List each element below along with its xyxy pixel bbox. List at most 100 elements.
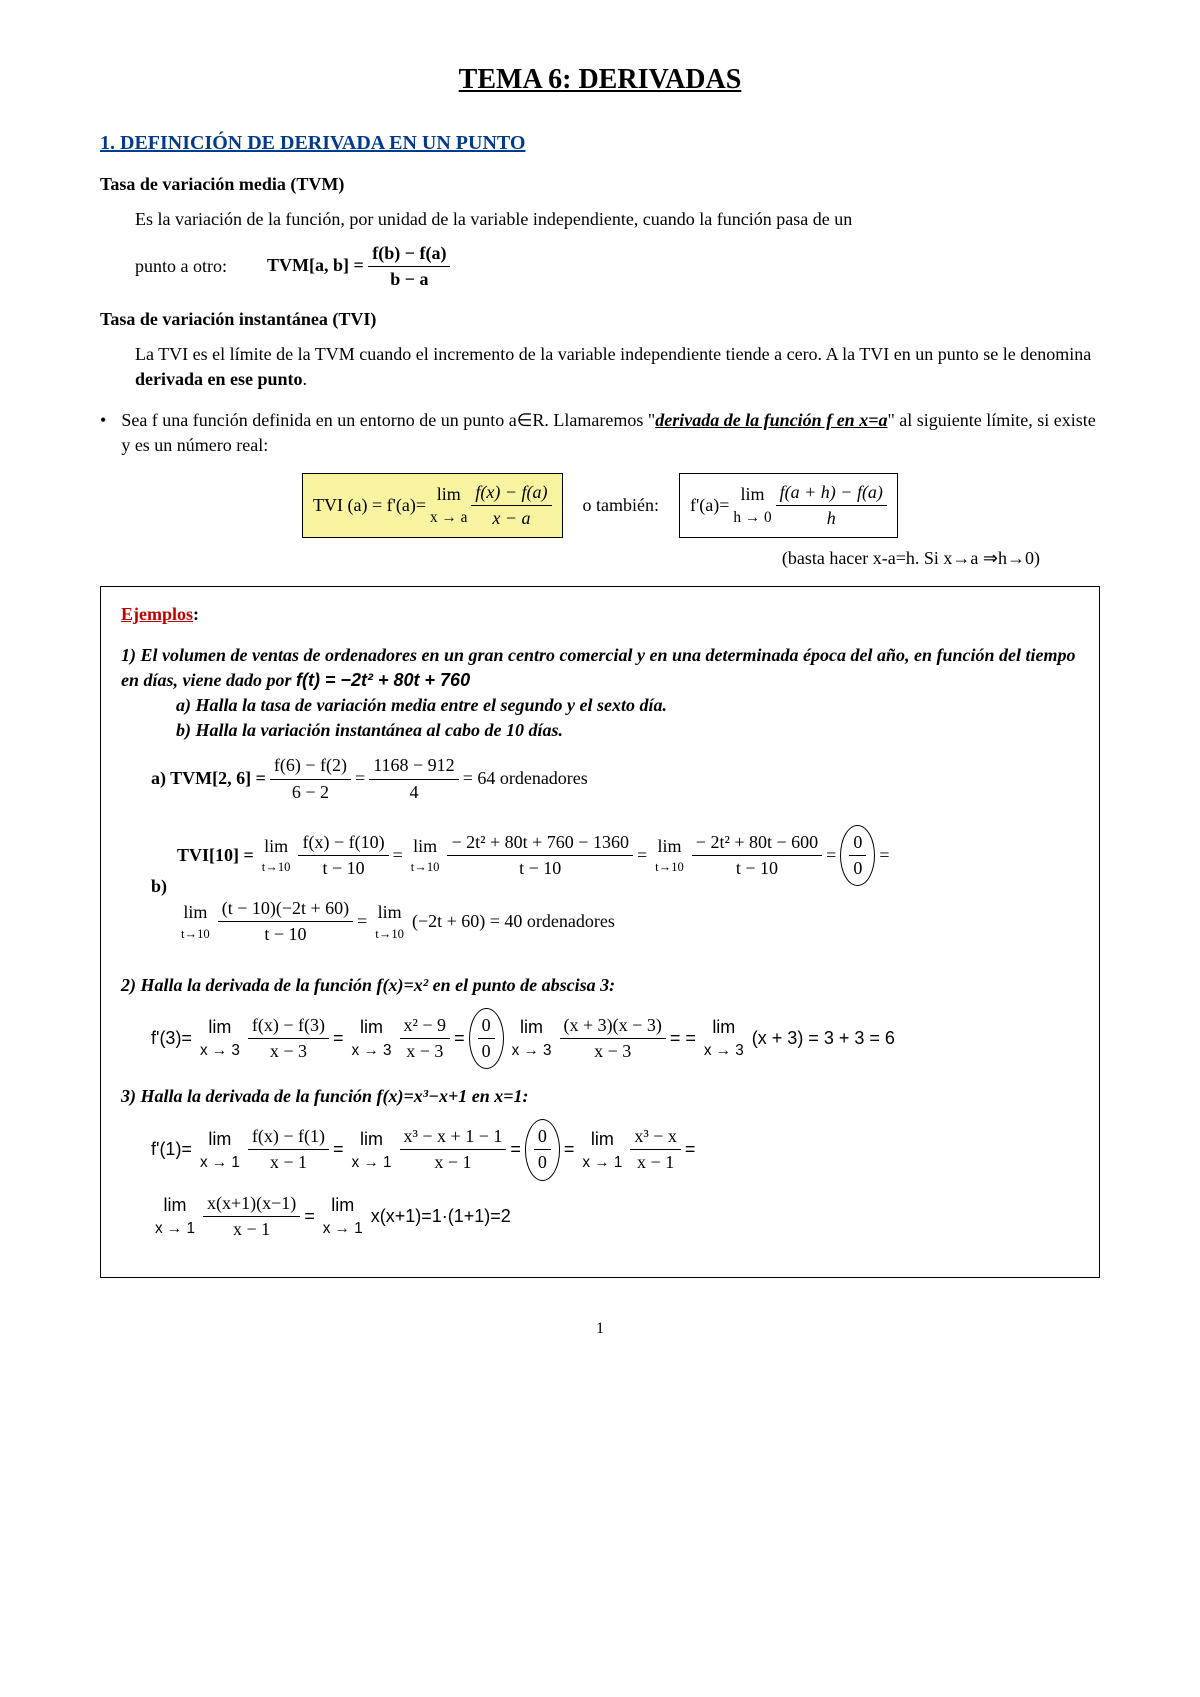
ej2-solution: f'(3)= limx → 3 f(x) − f(3)x − 3 = limx … — [151, 1008, 1079, 1069]
ej1b-lim1: lim — [262, 834, 291, 859]
ej1b2-lim2: lim — [375, 900, 404, 925]
bullet-text-1: Sea f una función definida en un entorno… — [121, 410, 655, 430]
ej1b2-result: (−2t + 60) = 40 ordenadores — [412, 909, 615, 934]
ej1b-num2: − 2t² + 80t + 760 − 1360 — [447, 830, 633, 856]
ej2-limsub4: x → 3 — [704, 1040, 744, 1061]
ej1b-indeterminate: 00 — [840, 825, 875, 886]
ej2-den3: x − 3 — [560, 1039, 666, 1064]
ej1-statement: 1) El volumen de ventas de ordenadores e… — [121, 645, 1075, 690]
ej1b-num3: − 2t² + 80t − 600 — [692, 830, 822, 856]
examples-box: Ejemplos: 1) El volumen de ventas de ord… — [100, 586, 1100, 1278]
ej1-formula: f(t) = −2t² + 80t + 760 — [296, 670, 470, 690]
formula-box-yellow: TVI (a) = f'(a)= lim x → a f(x) − f(a) x… — [302, 473, 563, 538]
ej3b-lim2: lim — [323, 1193, 363, 1218]
box2-lim: lim — [733, 482, 771, 507]
ej1b-lhs: TVI[10] = — [177, 843, 254, 868]
box2-den: h — [776, 506, 887, 531]
ej1b2-lim: lim — [181, 900, 210, 925]
ej3-num1: f(x) − f(1) — [248, 1124, 329, 1150]
example-1: 1) El volumen de ventas de ordenadores e… — [121, 643, 1079, 958]
page-title: TEMA 6: DERIVADAS — [100, 60, 1100, 99]
ej3-zz-den: 0 — [534, 1150, 551, 1175]
ej1a-num2: 1168 − 912 — [369, 753, 458, 779]
ej3b-limsub1: x → 1 — [155, 1218, 195, 1239]
ej1b2-den: t − 10 — [218, 922, 353, 947]
examples-title: Ejemplos — [121, 604, 193, 624]
ej3-solution-line1: f'(1)= limx → 1 f(x) − f(1)x − 1 = limx … — [151, 1119, 1079, 1180]
ej3-lim1: lim — [200, 1127, 240, 1152]
ej1b-den3: t − 10 — [692, 856, 822, 881]
ej3-lhs: f'(1)= — [151, 1137, 192, 1162]
ej2-den1: x − 3 — [248, 1039, 329, 1064]
ej1-part-a: a) Halla la tasa de variación media entr… — [176, 693, 1079, 718]
bullet-definition: • Sea f una función definida en un entor… — [100, 408, 1100, 458]
ej1b-solution-line2: limt→10 (t − 10)(−2t + 60)t − 10 = limt→… — [177, 896, 889, 947]
ej3-num2: x³ − x + 1 − 1 — [400, 1124, 507, 1150]
derivative-formula-row: TVI (a) = f'(a)= lim x → a f(x) − f(a) x… — [100, 473, 1100, 538]
ej1a-lhs: a) TVM[2, 6] = — [151, 766, 266, 791]
ej1b2-limsub2: t→10 — [375, 926, 404, 944]
tvi-paragraph: La TVI es el límite de la TVM cuando el … — [135, 342, 1100, 392]
example-2-title: 2) Halla la derivada de la función f(x)=… — [121, 973, 1079, 998]
ej1b-limsub2: t→10 — [411, 859, 440, 877]
ej1b2-num: (t − 10)(−2t + 60) — [218, 896, 353, 922]
ej2-num3: (x + 3)(x − 3) — [560, 1013, 666, 1039]
page-number: 1 — [100, 1318, 1100, 1340]
formula-box-plain: f'(a)= lim h → 0 f(a + h) − f(a) h — [679, 473, 898, 538]
ej2-lim2: lim — [352, 1015, 392, 1040]
tvm-heading: Tasa de variación media (TVM) — [100, 172, 1100, 197]
ej3-limsub3: x → 1 — [582, 1152, 622, 1173]
box1-lim: lim — [430, 482, 467, 507]
ej1b-den2: t − 10 — [447, 856, 633, 881]
ej1b-zz-den: 0 — [849, 856, 866, 881]
ej1b-solution-line1: TVI[10] = limt→10 f(x) − f(10)t − 10 = l… — [177, 825, 889, 886]
ej3-solution-line2: limx → 1 x(x+1)(x−1)x − 1 = limx → 1 x(x… — [151, 1191, 1079, 1242]
ej2-limsub1: x → 3 — [200, 1040, 240, 1061]
bullet-icon: • — [100, 408, 106, 433]
ej3-lim3: lim — [582, 1127, 622, 1152]
ej1b-label: b) — [151, 874, 167, 899]
ej1b-lim2: lim — [411, 834, 440, 859]
ej2-indeterminate: 00 — [469, 1008, 504, 1069]
tvm-formula: TVM[a, b] = f(b) − f(a) b − a — [267, 241, 450, 292]
ej1b-limsub1: t→10 — [262, 859, 291, 877]
ej3-den2: x − 1 — [400, 1150, 507, 1175]
ej3b-result: x(x+1)=1·(1+1)=2 — [371, 1204, 511, 1229]
ej3-den3: x − 1 — [630, 1150, 681, 1175]
ej2-zz-den: 0 — [478, 1039, 495, 1064]
bullet-emphasis: derivada de la función f en x=a — [655, 410, 887, 430]
ej3-num3: x³ − x — [630, 1124, 681, 1150]
examples-colon: : — [193, 604, 199, 624]
box2-lhs: f'(a)= — [690, 493, 729, 518]
ej1a-den1: 6 − 2 — [270, 780, 351, 805]
box1-lhs: TVI (a) = f'(a)= — [313, 493, 426, 518]
ej3b-den: x − 1 — [203, 1217, 300, 1242]
o-tambien-label: o también: — [583, 493, 659, 518]
ej1b-den1: t − 10 — [298, 856, 388, 881]
ej2-den2: x − 3 — [400, 1039, 451, 1064]
ej2-result: (x + 3) = 3 + 3 = 6 — [752, 1026, 895, 1051]
ej2-num1: f(x) − f(3) — [248, 1013, 329, 1039]
tvm-numerator: f(b) − f(a) — [368, 241, 450, 267]
ej1-part-b: b) Halla la variación instantánea al cab… — [176, 718, 1079, 743]
tvi-heading: Tasa de variación instantánea (TVI) — [100, 307, 1100, 332]
box1-lim-sub: x → a — [430, 507, 467, 528]
ej1b-lim3: lim — [655, 834, 684, 859]
tvm-paragraph: Es la variación de la función, por unida… — [135, 207, 1100, 292]
ej2-limsub2: x → 3 — [352, 1040, 392, 1061]
ej3b-lim1: lim — [155, 1193, 195, 1218]
section-heading-1: 1. DEFINICIÓN DE DERIVADA EN UN PUNTO — [100, 129, 1100, 157]
ej1a-num1: f(6) − f(2) — [270, 753, 351, 779]
box2-lim-sub: h → 0 — [733, 507, 771, 528]
ej2-zz-num: 0 — [478, 1013, 495, 1039]
ej2-lim1: lim — [200, 1015, 240, 1040]
ej3-zz-num: 0 — [534, 1124, 551, 1150]
ej1a-den2: 4 — [369, 780, 458, 805]
tvi-text-bold: derivada en ese punto — [135, 369, 303, 389]
example-3-title: 3) Halla la derivada de la función f(x)=… — [121, 1084, 1079, 1109]
box1-num: f(x) − f(a) — [471, 480, 551, 506]
tvm-formula-lhs: TVM[a, b] = — [267, 254, 364, 274]
ej3-limsub1: x → 1 — [200, 1152, 240, 1173]
ej3b-limsub2: x → 1 — [323, 1218, 363, 1239]
ej2-lim3: lim — [512, 1015, 552, 1040]
